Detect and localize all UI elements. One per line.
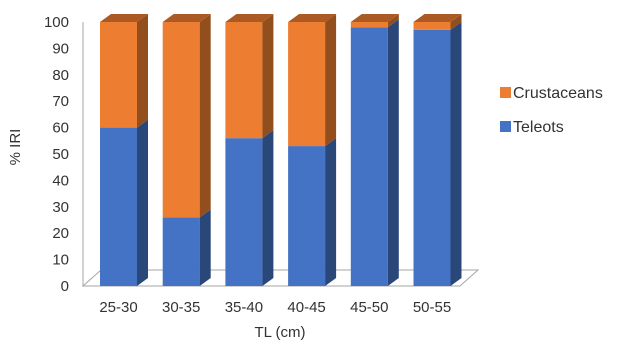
- y-tick-label: 100: [44, 14, 69, 31]
- x-tick-label: 40-45: [287, 299, 325, 316]
- x-tick-label: 45-50: [350, 299, 388, 316]
- y-tick-label: 20: [52, 225, 69, 242]
- bar-front: [100, 127, 137, 286]
- y-tick-label: 40: [52, 172, 69, 189]
- bar-front: [225, 138, 263, 286]
- legend-swatch-crustaceans: [500, 87, 511, 98]
- bar-front: [225, 22, 263, 139]
- bar-front: [350, 22, 388, 28]
- y-tick-label: 50: [52, 146, 69, 163]
- bar-side: [450, 21, 462, 286]
- y-tick-label: 90: [52, 40, 69, 57]
- x-axis-ticks: 25-30 30-35 35-40 40-45 45-50 50-55: [99, 299, 451, 316]
- bar-front: [350, 27, 388, 287]
- bar-top: [413, 14, 462, 22]
- bar-stack: [413, 14, 462, 286]
- bar-stack: [225, 14, 274, 286]
- bar-side: [450, 14, 462, 30]
- bar-top: [288, 14, 337, 22]
- y-tick-label: 80: [52, 67, 69, 84]
- bar-stack: [100, 14, 148, 286]
- bar-segment-crustaceans: [162, 14, 211, 218]
- bar-segment-crustaceans: [100, 14, 148, 128]
- y-tick-label: 70: [52, 93, 69, 110]
- x-tick-label: 35-40: [225, 299, 263, 316]
- x-tick-label: 30-35: [162, 299, 200, 316]
- y-axis-ticks: 0 10 20 30 40 50 60 70 80 90 100: [44, 14, 69, 295]
- bar-side: [137, 119, 148, 286]
- bar-top: [225, 14, 274, 22]
- bar-stack: [288, 14, 337, 286]
- bar-front: [288, 146, 326, 286]
- bar-segment-crustaceans: [413, 14, 462, 30]
- bar-segment-teleots: [162, 209, 211, 286]
- bar-side: [262, 130, 274, 286]
- bars: [100, 14, 462, 287]
- bar-front: [413, 22, 451, 30]
- bar-front: [288, 22, 326, 147]
- bar-segment-teleots: [350, 19, 399, 287]
- bar-top: [100, 14, 148, 22]
- bar-side: [387, 19, 399, 287]
- legend-swatch-teleots: [500, 121, 511, 132]
- bar-stack: [162, 14, 211, 286]
- legend: Crustaceans Teleots: [500, 85, 603, 136]
- x-axis-title: TL (cm): [254, 324, 305, 341]
- bar-segment-teleots: [100, 119, 148, 286]
- y-tick-label: 10: [52, 252, 69, 269]
- legend-label-crustaceans: Crustaceans: [513, 85, 603, 102]
- bar-top: [162, 14, 211, 22]
- bar-top: [350, 14, 399, 22]
- bar-segment-crustaceans: [225, 14, 274, 139]
- legend-label-teleots: Teleots: [513, 119, 564, 136]
- bar-side: [325, 138, 337, 286]
- bar-segment-teleots: [225, 130, 274, 286]
- bar-front: [162, 22, 200, 218]
- x-tick-label: 25-30: [99, 299, 137, 316]
- bar-front: [162, 217, 200, 286]
- bar-stack: [350, 14, 399, 287]
- bar-segment-teleots: [288, 138, 337, 286]
- bar-side: [325, 14, 337, 147]
- bar-side: [262, 14, 274, 139]
- bar-front: [413, 29, 451, 286]
- y-axis-title: % IRI: [7, 129, 24, 166]
- bar-segment-crustaceans: [288, 14, 337, 147]
- x-tick-label: 50-55: [413, 299, 451, 316]
- bar-side: [199, 209, 211, 286]
- bar-side: [387, 14, 399, 28]
- bar-segment-teleots: [413, 21, 462, 286]
- y-tick-label: 60: [52, 120, 69, 137]
- bar-front: [100, 22, 137, 128]
- bar-segment-crustaceans: [350, 14, 399, 28]
- y-tick-label: 0: [61, 278, 69, 295]
- bar-side: [199, 14, 211, 218]
- y-tick-label: 30: [52, 199, 69, 216]
- bar-side: [137, 14, 148, 128]
